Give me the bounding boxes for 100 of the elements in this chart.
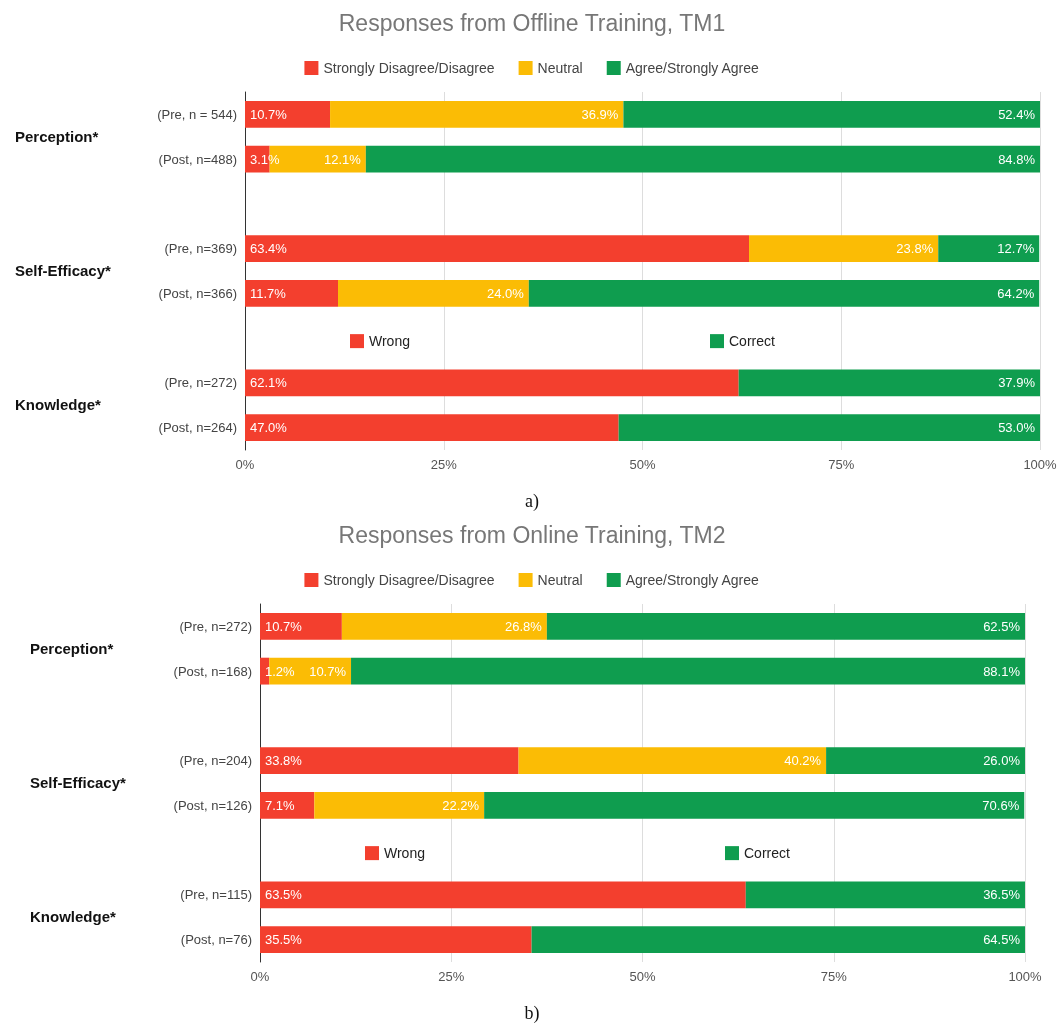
data-label: 62.5% [983,618,1021,634]
y-tick-label: (Pre, n = 544) [157,106,237,122]
text: Knowledge* [15,396,101,414]
bar [260,612,342,640]
data-label: 26.0% [983,753,1021,769]
data-label: 70.6% [982,797,1020,813]
legend-label: Agree/Strongly Agree [625,572,760,588]
bar [260,926,532,954]
x-tick-label: 0% [250,969,270,984]
bar [245,414,619,442]
data-label: 10.7% [265,618,303,634]
bar [528,279,1040,307]
data-label: 52.4% [998,106,1036,122]
bar [618,414,1040,442]
data-label: 64.2% [997,285,1035,301]
bar [245,100,331,128]
y-tick-label: (Pre, n=272) [164,375,237,391]
data-label: 40.2% [784,753,822,769]
y-tick-label: (Post, n=126) [173,797,252,813]
bar [351,657,1025,685]
bar [738,369,1040,397]
legend-label: Wrong [384,845,425,862]
data-label: 36.5% [983,887,1021,903]
bar [531,926,1025,954]
legend-label: Strongly Disagree/Disagree [323,572,495,588]
bar [546,612,1025,640]
bar [745,881,1025,909]
data-label: 12.1% [323,151,362,167]
text: Perception* [15,127,99,145]
data-label: 64.5% [983,932,1021,948]
bar [330,100,624,128]
chart-title: Responses from Online Training, TM2 [338,521,726,548]
y-tick-label: (Post, n=366) [158,285,237,301]
text: b) [524,1003,540,1024]
x-tick-label: 50% [629,969,656,984]
legend-label: Correct [743,845,790,862]
y-tick-label: (Post, n=488) [158,151,237,167]
legend-label: Neutral [537,572,583,588]
bar [245,369,739,397]
x-tick-label: 75% [828,457,855,472]
bar [484,791,1025,819]
data-label: 1.2% [265,663,296,679]
bar [623,100,1040,128]
x-tick-label: 75% [820,969,848,984]
text: a) [525,491,539,512]
data-label: 84.8% [998,151,1036,167]
y-tick-label: (Post, n=264) [158,420,237,436]
legend-label: Correct [728,333,775,350]
bar [826,747,1025,775]
x-tick-label: 100% [1008,969,1043,984]
x-tick-label: 25% [430,457,458,472]
data-label: 37.9% [998,375,1036,391]
bar [365,145,1040,173]
bar [260,747,519,775]
text: Perception* [30,639,114,657]
data-label: 62.1% [250,375,288,391]
data-label: 11.7% [250,285,287,301]
data-label: 10.7% [309,663,347,679]
bar [245,279,339,307]
y-tick-label: (Pre, n=272) [179,618,252,634]
data-label: 10.7% [250,106,288,122]
data-label: 24.0% [486,285,525,301]
bar [749,235,939,263]
legend-label: Neutral [537,60,583,76]
data-label: 22.2% [442,797,480,813]
data-label: 23.8% [896,241,934,257]
bar [260,881,746,909]
data-label: 47.0% [250,420,288,436]
data-label: 88.1% [983,663,1021,679]
chart-title: Responses from Offline Training, TM1 [338,9,726,36]
data-label: 26.8% [505,618,543,634]
bar [341,612,547,640]
bar [518,747,827,775]
x-tick-label: 50% [629,457,656,472]
x-tick-label: 0% [235,457,255,472]
y-tick-label: (Pre, n=204) [179,753,252,769]
y-tick-label: (Pre, n=369) [164,241,237,257]
data-label: 36.9% [581,106,619,122]
x-tick-label: 25% [438,969,465,984]
text: Self-Efficacy* [30,774,127,791]
data-label: 63.5% [265,887,303,903]
data-label: 7.1% [265,797,296,813]
y-tick-label: (Post, n=76) [180,932,252,948]
data-label: 12.7% [997,241,1035,257]
bar [314,791,485,819]
data-label: 33.8% [265,753,303,769]
legend-label: Agree/Strongly Agree [625,60,760,76]
data-label: 63.4% [250,241,288,257]
bar [938,235,1040,263]
data-label: 35.5% [265,932,303,948]
legend-label: Strongly Disagree/Disagree [323,60,495,76]
text: Self-Efficacy* [15,262,112,279]
bar [245,235,750,263]
x-tick-label: 100% [1023,457,1058,472]
y-tick-label: (Post, n=168) [173,663,252,679]
bar [260,791,315,819]
bar [338,279,529,307]
legend-label: Wrong [369,333,410,350]
text: Knowledge* [30,908,116,926]
data-label: 53.0% [998,420,1036,436]
